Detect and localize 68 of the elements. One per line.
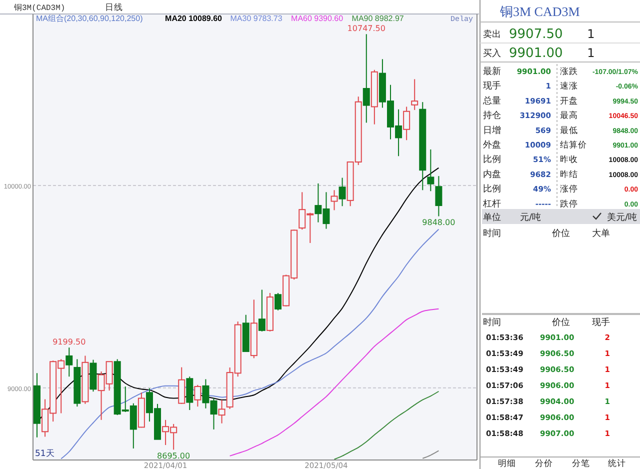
text: 内盘 [483, 168, 501, 180]
candlestick [194, 384, 202, 408]
text: 美元/吨 [606, 212, 637, 223]
text: MA60 9390.60 [291, 14, 344, 23]
annotation: 10747.50 [347, 24, 386, 34]
text: 铜3M CAD3M [499, 4, 580, 19]
text: MA90 8982.97 [352, 14, 404, 23]
text: 统计 [608, 458, 626, 469]
text: 价位 [551, 317, 570, 328]
text: 外盘 [483, 140, 501, 150]
text: 总量 [482, 95, 501, 106]
text: 结算价 [560, 140, 587, 150]
candlestick [338, 177, 346, 207]
text: 1 [587, 27, 595, 41]
text: 分笔 [572, 458, 590, 469]
text: 现手 [483, 80, 501, 92]
text: 杠杆 [482, 198, 501, 210]
text: 买入 [483, 48, 501, 59]
text: 最低 [560, 124, 578, 136]
chart-title: 铜3M(CAD3M) [13, 3, 66, 13]
text: 最新 [483, 66, 501, 77]
chart-subtitle: 日线 [105, 2, 123, 13]
text: MA20 10089.60 [165, 14, 223, 23]
candlestick [411, 78, 418, 110]
candlestick [330, 190, 338, 211]
text: 昨结 [560, 168, 578, 180]
text: 大单 [592, 228, 610, 239]
text: 9901.00 [509, 46, 563, 61]
text: 跌停 [560, 198, 578, 210]
annotation: 51天 [35, 448, 55, 459]
text: 时间 [483, 317, 501, 328]
candlestick [218, 399, 226, 424]
text: 1 [587, 46, 595, 60]
candlestick [403, 106, 410, 141]
candlestick [186, 376, 194, 410]
text: 持仓 [483, 110, 501, 122]
candlestick [274, 292, 282, 311]
text: 元/吨 [520, 212, 542, 223]
legend-title: MA组合(20,30,60,90,120,250) [36, 14, 144, 23]
text: 速涨 [560, 80, 578, 92]
candlestick [178, 366, 186, 404]
text: 单位 [483, 212, 501, 223]
line-series [229, 308, 440, 456]
text: 价位 [551, 228, 570, 239]
text: 比例 [483, 184, 501, 195]
candlestick [435, 176, 442, 217]
annotation: 8695.00 [157, 452, 190, 461]
candlestick [258, 289, 266, 332]
text: 现手 [592, 317, 610, 328]
text: 时间 [483, 228, 501, 239]
text: 卖出 [483, 29, 501, 40]
line-series [334, 390, 440, 460]
text: 涨停 [560, 184, 578, 195]
text: 日增 [483, 124, 501, 136]
candlestick [427, 148, 434, 192]
candlestick [66, 347, 73, 378]
candlestick [362, 34, 370, 124]
text: 9907.50 [509, 27, 563, 42]
text: 分价 [535, 458, 553, 469]
text: MA30 9783.73 [230, 14, 283, 23]
text: 最高 [560, 110, 578, 122]
text: 明细 [498, 458, 516, 469]
text: 涨跌 [560, 66, 578, 77]
text: 开盘 [560, 95, 578, 106]
annotation: 9199.50 [52, 338, 86, 347]
annotation: 9848.00 [422, 218, 456, 228]
text: 比例 [483, 154, 501, 166]
text: 昨收 [560, 154, 578, 166]
